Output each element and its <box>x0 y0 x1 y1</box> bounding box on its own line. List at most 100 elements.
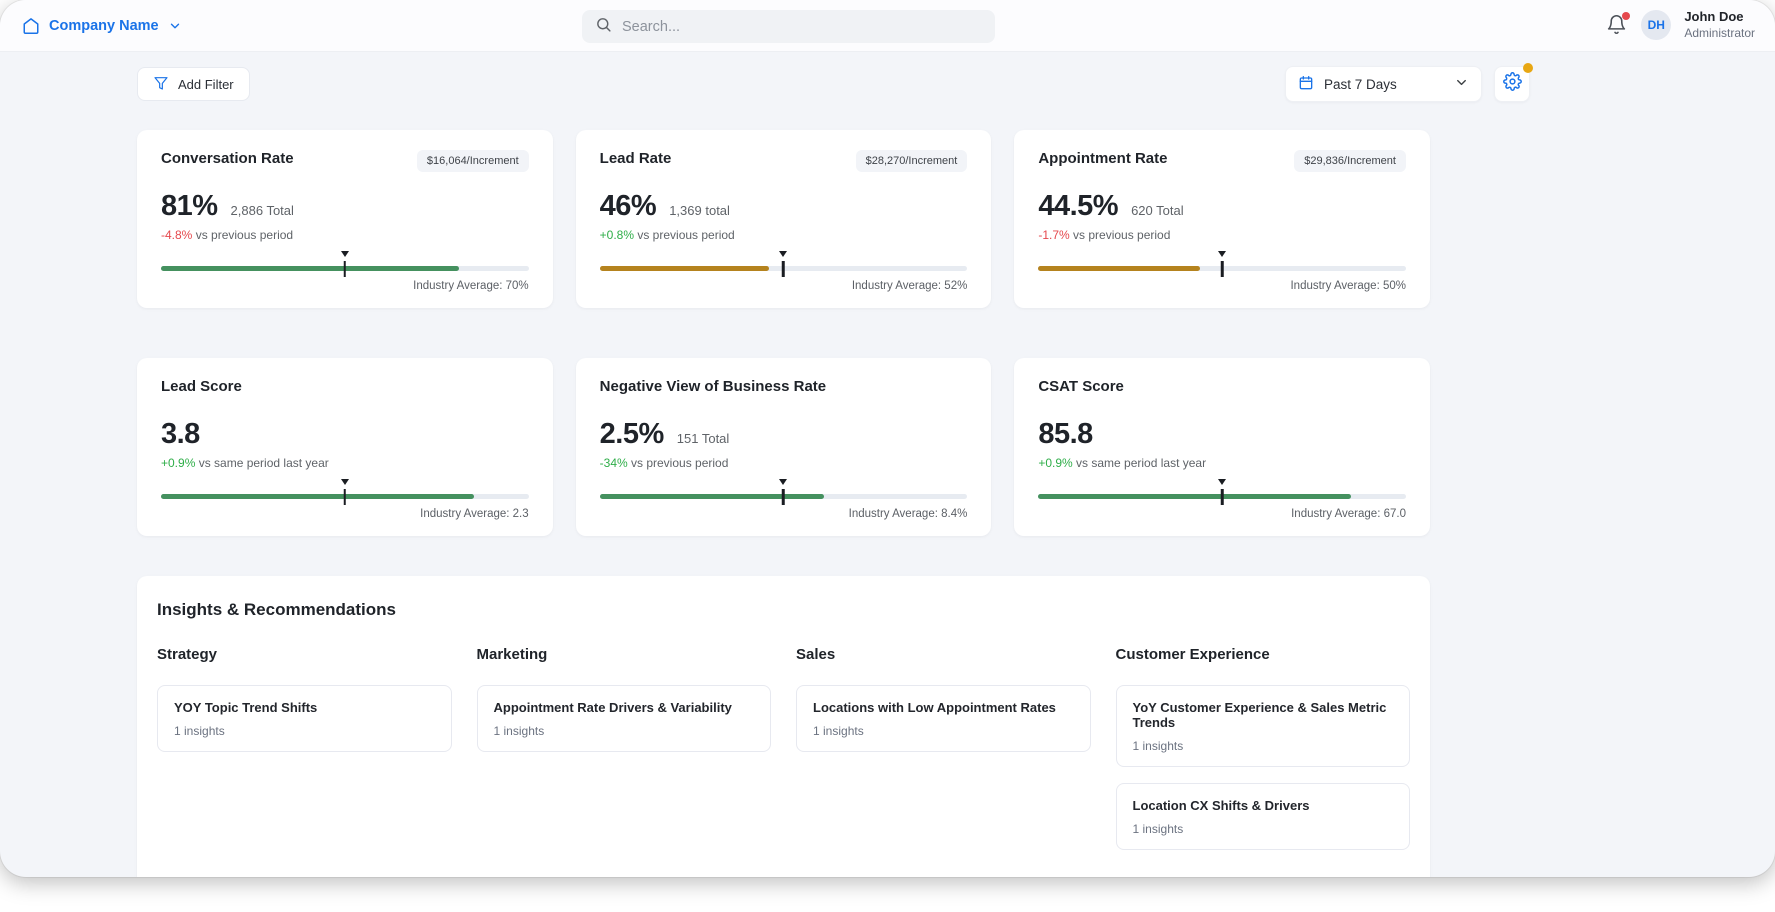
metric-card: Lead Rate $28,270/Increment 46% 1,369 to… <box>576 130 992 308</box>
metric-delta: -4.8% vs previous period <box>161 228 529 242</box>
insight-card-title: YOY Topic Trend Shifts <box>174 700 435 715</box>
insight-card-count: 1 insights <box>813 724 1074 738</box>
company-name-label: Company Name <box>49 18 159 34</box>
metric-delta: +0.9% vs same period last year <box>161 456 529 470</box>
date-range-value: Past 7 Days <box>1324 77 1397 92</box>
progress-fill <box>600 494 824 499</box>
progress-fill <box>161 494 474 499</box>
insight-columns: Strategy YOY Topic Trend Shifts 1 insigh… <box>157 646 1410 866</box>
marker-triangle-icon <box>779 251 787 257</box>
insight-card[interactable]: Appointment Rate Drivers & Variability 1… <box>477 685 772 752</box>
settings-button[interactable] <box>1494 66 1530 102</box>
metric-progress-bar <box>600 266 968 271</box>
marker-triangle-icon <box>779 479 787 485</box>
marker-triangle-icon <box>1218 479 1226 485</box>
metric-total: 620 Total <box>1131 203 1184 218</box>
metric-value: 2.5% <box>600 418 664 451</box>
search-icon <box>595 16 612 38</box>
calendar-icon <box>1298 75 1314 94</box>
metric-total: 151 Total <box>677 431 730 446</box>
industry-average-label: Industry Average: 50% <box>1038 280 1406 292</box>
metric-title: Appointment Rate <box>1038 150 1167 167</box>
progress-fill <box>1038 494 1351 499</box>
notification-dot <box>1622 12 1630 20</box>
chevron-down-icon <box>1454 75 1469 93</box>
insight-card-count: 1 insights <box>174 724 435 738</box>
metric-value: 46% <box>600 190 657 223</box>
industry-average-label: Industry Average: 8.4% <box>600 508 968 520</box>
notifications-button[interactable] <box>1606 14 1628 36</box>
avatar-initials: DH <box>1648 18 1665 32</box>
increment-badge: $16,064/Increment <box>417 150 529 172</box>
insight-card-count: 1 insights <box>1133 739 1394 753</box>
chevron-down-icon <box>168 19 182 33</box>
insight-category-header: Customer Experience <box>1116 646 1411 663</box>
add-filter-button[interactable]: Add Filter <box>137 67 250 101</box>
insight-card[interactable]: Location CX Shifts & Drivers 1 insights <box>1116 783 1411 850</box>
metric-value: 81% <box>161 190 218 223</box>
metric-card: Conversation Rate $16,064/Increment 81% … <box>137 130 553 308</box>
metrics-grid: Conversation Rate $16,064/Increment 81% … <box>137 130 1430 536</box>
progress-fill <box>600 266 769 271</box>
marker-line <box>782 261 785 277</box>
metric-title: Conversation Rate <box>161 150 294 167</box>
insight-card-title: YoY Customer Experience & Sales Metric T… <box>1133 700 1394 730</box>
marker-line <box>1221 489 1224 505</box>
insight-column: Strategy YOY Topic Trend Shifts 1 insigh… <box>157 646 452 866</box>
metric-progress-bar <box>1038 494 1406 499</box>
metric-total: 1,369 total <box>669 203 730 218</box>
insight-card-title: Locations with Low Appointment Rates <box>813 700 1074 715</box>
insight-card-count: 1 insights <box>1133 822 1394 836</box>
marker-line <box>344 489 347 505</box>
metric-value: 44.5% <box>1038 190 1118 223</box>
metric-card: Negative View of Business Rate 2.5% 151 … <box>576 358 992 536</box>
insight-category-header: Strategy <box>157 646 452 663</box>
settings-alert-dot <box>1523 63 1533 73</box>
company-selector[interactable]: Company Name <box>22 17 182 35</box>
insight-column: Sales Locations with Low Appointment Rat… <box>796 646 1091 866</box>
metric-card: Appointment Rate $29,836/Increment 44.5%… <box>1014 130 1430 308</box>
metric-title: Lead Rate <box>600 150 672 167</box>
industry-average-label: Industry Average: 67.0 <box>1038 508 1406 520</box>
top-navigation-bar: Company Name DH John Doe Administrator <box>0 0 1775 52</box>
metric-title: CSAT Score <box>1038 378 1124 395</box>
marker-line <box>1221 261 1224 277</box>
industry-average-label: Industry Average: 70% <box>161 280 529 292</box>
date-range-dropdown[interactable]: Past 7 Days <box>1285 66 1482 102</box>
metric-progress-bar <box>600 494 968 499</box>
avatar[interactable]: DH <box>1641 10 1671 40</box>
marker-triangle-icon <box>1218 251 1226 257</box>
progress-fill <box>1038 266 1200 271</box>
insights-title: Insights & Recommendations <box>157 600 1410 620</box>
insight-category-header: Marketing <box>477 646 772 663</box>
insight-category-header: Sales <box>796 646 1091 663</box>
marker-triangle-icon <box>341 251 349 257</box>
insight-card-title: Location CX Shifts & Drivers <box>1133 798 1394 813</box>
insight-card[interactable]: Locations with Low Appointment Rates 1 i… <box>796 685 1091 752</box>
insight-card[interactable]: YOY Topic Trend Shifts 1 insights <box>157 685 452 752</box>
metric-delta: -34% vs previous period <box>600 456 968 470</box>
marker-line <box>782 489 785 505</box>
marker-triangle-icon <box>341 479 349 485</box>
home-icon <box>22 17 40 35</box>
metric-delta: +0.9% vs same period last year <box>1038 456 1406 470</box>
insight-card[interactable]: YoY Customer Experience & Sales Metric T… <box>1116 685 1411 767</box>
insight-card-count: 1 insights <box>494 724 755 738</box>
user-role: Administrator <box>1684 26 1755 42</box>
metric-card: Lead Score 3.8 +0.9% vs same period last… <box>137 358 553 536</box>
insight-column: Customer Experience YoY Customer Experie… <box>1116 646 1411 866</box>
search-input[interactable] <box>622 19 982 35</box>
user-name: John Doe <box>1684 9 1755 26</box>
gear-icon <box>1503 72 1522 96</box>
metric-value: 3.8 <box>161 418 200 451</box>
insight-card-title: Appointment Rate Drivers & Variability <box>494 700 755 715</box>
user-meta: John Doe Administrator <box>1684 9 1755 41</box>
filter-toolbar: Add Filter Past 7 Days <box>137 66 1530 102</box>
insight-column: Marketing Appointment Rate Drivers & Var… <box>477 646 772 866</box>
insights-panel: Insights & Recommendations Strategy YOY … <box>137 576 1430 877</box>
filter-right-group: Past 7 Days <box>1285 66 1530 102</box>
dashboard-app: Company Name DH John Doe Administrator <box>0 0 1775 877</box>
metric-delta: -1.7% vs previous period <box>1038 228 1406 242</box>
progress-fill <box>161 266 459 271</box>
metric-card: CSAT Score 85.8 +0.9% vs same period las… <box>1014 358 1430 536</box>
